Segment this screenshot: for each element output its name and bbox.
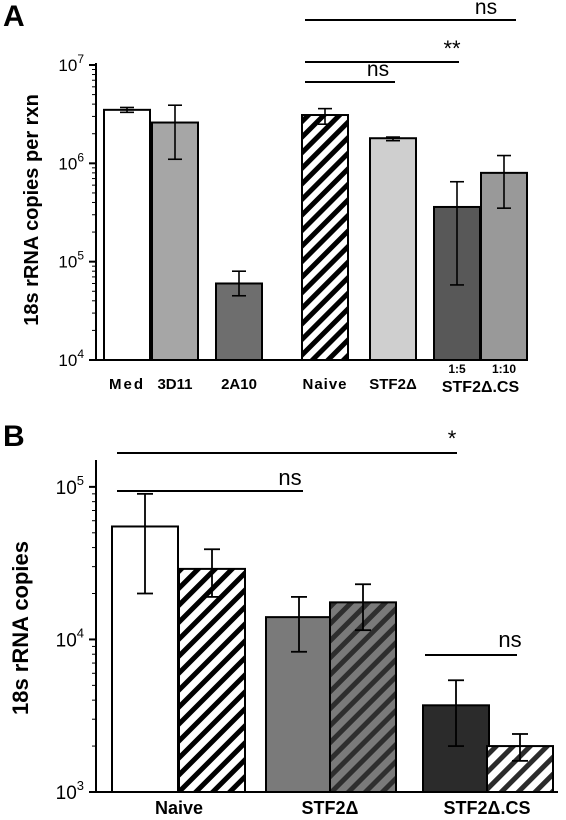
significance-label-a: ns [475,0,497,19]
category-label-a: Naive [302,376,347,393]
category-label-a: 1:5 [448,362,466,376]
y-tick-exponent: 4 [77,625,84,640]
y-tick-exponent: 3 [77,778,84,793]
y-tick-label-a: 106 [58,150,84,173]
bar-naive [301,114,349,361]
category-label-a: 3D11 [157,376,192,393]
category-label-b: STF2Δ [302,798,359,818]
category-label-b: Naive [155,798,203,818]
bars-b [111,492,554,794]
y-tick-exponent: 4 [77,347,84,361]
y-tick-base: 10 [56,478,77,499]
category-label-a: 2A10 [221,376,257,393]
significance-label-a: ** [443,36,461,61]
significance-a: ns ** ns [305,0,516,83]
y-tick-exponent: 5 [77,249,84,263]
category-label-a: Med [109,376,145,393]
y-tick-label-b: 104 [56,625,84,651]
y-tick-exponent: 6 [77,150,84,164]
bar-stf2- [369,137,417,361]
category-labels-b: Naive STF2Δ STF2Δ.CS [155,798,531,818]
y-tick-label-a: 107 [58,52,84,75]
y-tick-base: 10 [58,56,77,75]
significance-label-b: * [448,426,457,451]
y-tick-label-b: 103 [56,778,84,804]
y-tick-base: 10 [58,154,77,173]
bar-2 [178,567,246,793]
bar-med [103,108,151,361]
category-label-a: STF2Δ [369,376,417,393]
category-labels-a: Med 3D11 2A10 Naive STF2Δ 1:5 1:10 STF2Δ.CS [109,362,519,396]
y-tick-base: 10 [56,783,77,804]
y-axis-label-b: 18s rRNA copies [8,541,33,715]
y-axis-label-a: 18s rRNA copies per rxn [21,94,43,326]
y-tick-base: 10 [56,630,77,651]
y-tick-label-a: 105 [58,249,84,272]
y-tick-label-b: 105 [56,473,84,499]
bar-4 [329,601,397,794]
panel-letter-a: A [3,0,25,33]
y-tick-exponent: 7 [77,52,84,66]
significance-label-a: ns [367,58,389,81]
significance-label-b: ns [278,465,301,490]
y-tick-base: 10 [58,351,77,370]
panel-letter-b: B [3,420,25,453]
group-label-a: STF2Δ.CS [442,379,520,396]
significance-b: ns * ns [117,426,522,656]
y-tick-exponent: 5 [77,473,84,488]
significance-label-b: ns [498,627,521,652]
y-tick-base: 10 [58,253,77,272]
category-label-b: STF2Δ.CS [444,798,531,818]
y-tick-label-a: 104 [58,347,84,370]
bars-a [103,104,528,361]
category-label-a: 1:10 [492,362,516,376]
